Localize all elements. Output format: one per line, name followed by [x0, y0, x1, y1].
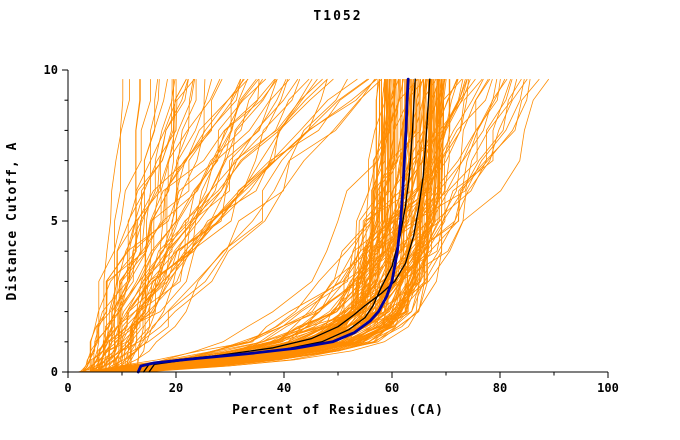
orange-curve [105, 79, 433, 373]
orange-curve [122, 78, 419, 373]
orange-curve [107, 78, 289, 373]
x-tick-label: 80 [493, 381, 507, 395]
orange-curve [91, 79, 152, 373]
y-axis-label: Distance Cutoff, A [5, 142, 20, 301]
orange-curve [89, 79, 176, 373]
orange-curve [108, 78, 257, 373]
y-tick-label: 0 [51, 365, 58, 379]
x-tick-label: 20 [169, 381, 183, 395]
ensemble-curves [77, 78, 550, 373]
orange-curve [129, 78, 299, 373]
orange-curve [129, 79, 175, 373]
orange-curve [130, 79, 406, 373]
axes: 0 20 40 60 80 100 0 5 10 [44, 63, 619, 395]
orange-curve [81, 78, 245, 373]
orange-curve [90, 79, 160, 373]
y-tick-label: 10 [44, 63, 58, 77]
orange-curve [141, 78, 468, 373]
orange-curve [108, 79, 189, 373]
orange-curve [94, 79, 518, 373]
orange-curve [115, 78, 310, 372]
orange-curve [113, 79, 440, 373]
orange-curve [106, 78, 378, 373]
orange-curve [115, 79, 159, 372]
orange-curve [109, 79, 438, 373]
model-curves [136, 77, 431, 374]
orange-curve [127, 78, 277, 372]
orange-curve [121, 78, 278, 373]
orange-curve [98, 78, 249, 372]
blue-model [136, 77, 410, 374]
orange-curve [104, 78, 328, 373]
orange-curve [110, 79, 394, 373]
x-tick-label: 60 [385, 381, 399, 395]
orange-curve [84, 79, 383, 373]
orange-curve [100, 79, 446, 373]
orange-curve [109, 79, 427, 373]
x-tick-label: 100 [597, 381, 619, 395]
orange-curve [130, 79, 439, 373]
orange-curve [81, 78, 276, 373]
orange-curve [116, 78, 259, 372]
x-tick-label: 40 [277, 381, 291, 395]
orange-curve [144, 78, 463, 373]
orange-curve [82, 78, 195, 373]
chart-title: T1052 [313, 9, 362, 24]
orange-curve [88, 78, 318, 373]
orange-curve [81, 79, 194, 373]
orange-curve [87, 78, 493, 373]
orange-curve [77, 79, 260, 373]
orange-curve [82, 78, 241, 373]
orange-curve [122, 78, 376, 373]
orange-curve [138, 79, 404, 373]
orange-curve [121, 78, 334, 372]
orange-curve [123, 78, 213, 373]
x-tick-label: 0 [64, 381, 71, 395]
orange-curve [143, 79, 386, 373]
x-axis-label: Percent of Residues (CA) [232, 403, 444, 418]
y-tick-label: 5 [51, 214, 58, 228]
